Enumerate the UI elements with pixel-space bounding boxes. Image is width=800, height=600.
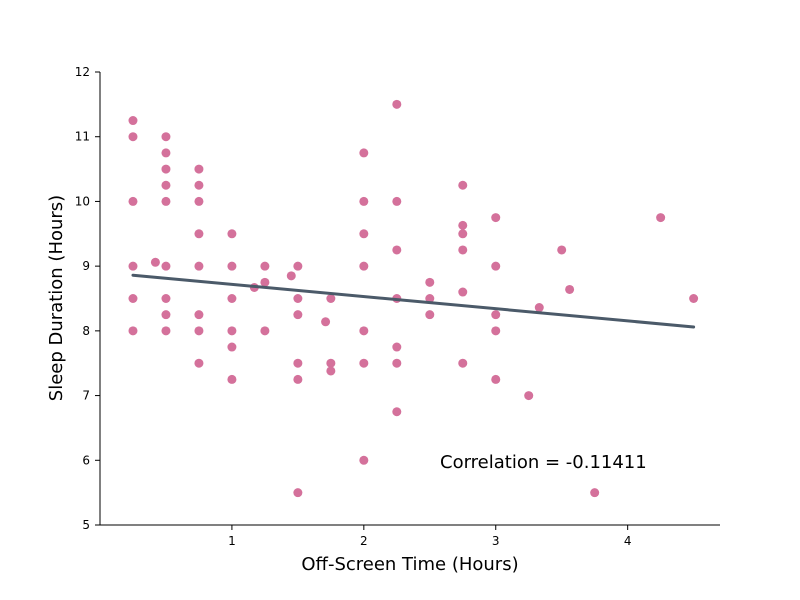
data-point [392,245,402,255]
data-point [689,294,699,303]
axes-layer [99,72,720,526]
data-point [491,261,501,271]
data-point [194,196,204,206]
data-point [293,488,303,498]
y-tick-label: 8 [82,324,90,338]
data-point [392,342,402,352]
data-point [161,310,171,320]
data-point [326,366,336,376]
data-point [458,180,468,190]
data-point [260,326,270,336]
data-point [286,271,296,281]
y-axis-title: Sleep Duration (Hours) [46,195,67,401]
data-point [458,220,468,230]
data-point [359,455,369,465]
y-tick-label: 6 [82,453,90,467]
y-tick-label: 10 [75,194,90,208]
data-point [491,310,501,320]
data-point [161,261,171,271]
data-point [194,229,204,239]
data-point [656,213,666,223]
data-point [161,148,171,158]
x-tick-label: 2 [360,534,368,548]
data-point [359,358,369,368]
x-tick-label: 4 [624,534,632,548]
y-tick-label: 5 [82,518,90,532]
data-point [227,342,237,352]
data-point [425,294,435,303]
data-point [293,374,303,384]
data-point [359,229,369,239]
data-point [359,196,369,206]
data-point [359,326,369,336]
data-point [227,261,237,271]
data-point [458,358,468,368]
y-tick-label: 7 [82,389,90,403]
data-point [128,196,138,206]
data-point [227,294,237,303]
data-point [491,213,501,223]
data-point [534,303,544,313]
data-point [161,164,171,174]
data-point [590,488,600,498]
correlation-annotation: Correlation = -0.11411 [440,452,647,473]
x-tick-label: 1 [228,534,236,548]
data-point [359,261,369,271]
data-point [458,229,468,239]
data-point [194,261,204,271]
y-tick-label: 11 [75,130,90,144]
data-point [392,99,402,109]
data-point [321,317,331,327]
data-point [491,374,501,384]
data-point [425,277,435,287]
data-point [128,294,138,303]
x-tick-label: 3 [492,534,500,548]
data-point [458,245,468,255]
data-point [194,310,204,320]
data-point [227,374,237,384]
data-point [128,261,138,271]
data-point [128,132,138,142]
x-axis-title: Off-Screen Time (Hours) [301,554,518,575]
data-point [161,180,171,190]
trendline-layer [131,273,696,329]
data-point [128,326,138,336]
data-point [161,196,171,206]
y-tick-label: 9 [82,259,90,273]
data-point [194,358,204,368]
data-point [425,310,435,320]
data-point [524,391,534,401]
data-point [392,196,402,206]
data-point [194,164,204,174]
data-point [128,116,138,126]
data-point [326,294,336,303]
data-point [392,407,402,417]
data-point [150,257,160,267]
y-tick-label: 12 [75,65,90,79]
data-point [458,287,468,297]
data-point [227,229,237,239]
data-point [161,294,171,303]
data-point [161,132,171,142]
data-point [194,180,204,190]
data-point [260,277,270,287]
data-point [293,310,303,320]
data-point [359,148,369,158]
data-point [260,261,270,271]
data-point [227,326,237,336]
data-point [326,358,336,368]
data-point [392,358,402,368]
data-point [491,326,501,336]
trend-line [131,273,696,329]
data-point [565,284,575,294]
data-point [557,245,567,255]
data-point [161,326,171,336]
data-point [293,261,303,271]
data-point [194,326,204,336]
points-layer [128,99,699,498]
data-point [293,294,303,303]
data-point [293,358,303,368]
